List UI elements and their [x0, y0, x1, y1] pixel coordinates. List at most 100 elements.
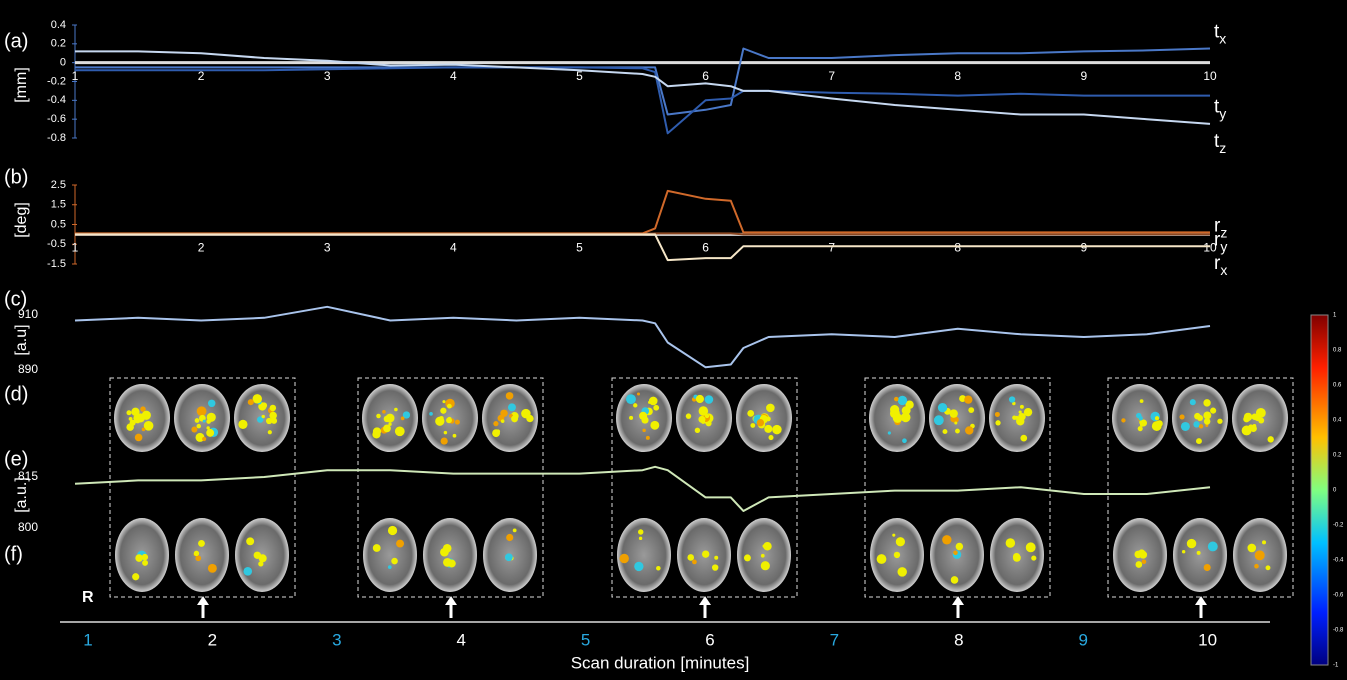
activation	[441, 437, 448, 444]
activation	[633, 403, 637, 407]
activation	[692, 560, 697, 565]
x-tick-label: 4	[450, 69, 457, 83]
activation	[1248, 424, 1253, 429]
x-tick-label: 3	[332, 630, 341, 649]
activation	[1255, 550, 1265, 560]
activation	[747, 410, 754, 417]
activation	[892, 534, 895, 537]
activation	[943, 429, 948, 434]
activation	[1244, 413, 1252, 421]
activation	[396, 540, 404, 548]
activation	[656, 566, 661, 571]
activation	[1197, 551, 1201, 555]
activation	[444, 431, 447, 434]
activation	[1138, 416, 1143, 421]
colorbar-tick-label: -0.6	[1333, 593, 1344, 599]
activation	[1251, 414, 1257, 420]
colorbar-tick-label: -0.4	[1333, 558, 1344, 564]
y-tick-label: 815	[18, 469, 38, 483]
activation	[642, 429, 645, 432]
activation	[964, 396, 972, 404]
activation	[429, 412, 433, 416]
y-axis-label: [mm]	[13, 67, 30, 103]
activation	[942, 535, 951, 544]
activation	[388, 526, 397, 535]
activation	[1031, 555, 1036, 560]
activation	[762, 545, 765, 548]
activation	[142, 560, 148, 566]
y-tick-label: 800	[18, 520, 38, 534]
activation	[238, 420, 247, 429]
orientation-label: R	[82, 589, 94, 606]
x-tick-label: 1	[72, 241, 79, 255]
activation	[686, 413, 691, 418]
panel-label: (e)	[4, 448, 28, 470]
activation	[261, 415, 264, 418]
y-axis-label: [a.u]	[13, 324, 30, 355]
activation	[440, 548, 449, 557]
activation	[1026, 542, 1036, 552]
activation	[1267, 436, 1273, 442]
activation	[261, 402, 267, 408]
colorbar-tick-label: -0.8	[1333, 628, 1344, 634]
activation	[203, 420, 206, 423]
legend-entry: tx	[1214, 22, 1226, 47]
y-tick-label: -0.5	[47, 238, 66, 250]
activation	[383, 425, 391, 433]
y-tick-label: -0.6	[47, 113, 66, 125]
activation	[208, 564, 217, 573]
activation	[372, 430, 380, 438]
activation	[764, 425, 772, 433]
activation	[699, 406, 709, 416]
activation	[1020, 405, 1024, 409]
activation	[246, 537, 254, 545]
y-tick-label: -1.5	[47, 258, 66, 270]
activation	[953, 550, 958, 555]
legend-entry: tz	[1214, 131, 1226, 156]
activation	[1208, 542, 1218, 552]
activation	[191, 426, 197, 432]
activation	[388, 565, 392, 569]
x-tick-label: 4	[456, 630, 465, 649]
x-tick-label: 3	[324, 69, 331, 83]
activation	[772, 425, 781, 434]
activation	[701, 420, 705, 424]
activation	[243, 567, 252, 576]
activation	[493, 421, 498, 426]
activation	[768, 435, 773, 440]
activation	[1254, 564, 1259, 569]
activation	[1204, 418, 1211, 425]
x-tick-label: 10	[1198, 630, 1217, 649]
activation	[1121, 418, 1125, 422]
activation	[744, 554, 751, 561]
activation	[1193, 421, 1199, 427]
data-line	[75, 467, 1210, 511]
activation	[620, 554, 629, 563]
data-line	[75, 234, 1210, 260]
brain-panels	[110, 378, 1293, 618]
activation	[1142, 559, 1147, 564]
activation	[1266, 565, 1271, 570]
activation	[391, 558, 398, 565]
activation	[1138, 426, 1143, 431]
legend-entry: ty	[1214, 97, 1226, 122]
activation	[714, 556, 718, 560]
x-tick-label: 5	[576, 241, 583, 255]
x-tick-label: 8	[954, 69, 961, 83]
activation	[1006, 538, 1015, 547]
activation	[649, 397, 658, 406]
activation	[1196, 438, 1202, 444]
legend-entry: rx	[1214, 253, 1227, 278]
brain-slice	[423, 518, 477, 592]
panel-label: (a)	[4, 30, 28, 52]
x-tick-label: 5	[581, 630, 590, 649]
activation	[1262, 540, 1266, 544]
activation	[687, 554, 694, 561]
y-tick-label: 2.5	[51, 179, 66, 191]
activation	[1181, 422, 1190, 431]
panel-label: (b)	[4, 166, 28, 188]
x-tick-label: 9	[1081, 241, 1088, 255]
activation	[386, 414, 395, 423]
activation	[1199, 424, 1203, 428]
colorbar-tick-label: -0.2	[1333, 523, 1344, 529]
